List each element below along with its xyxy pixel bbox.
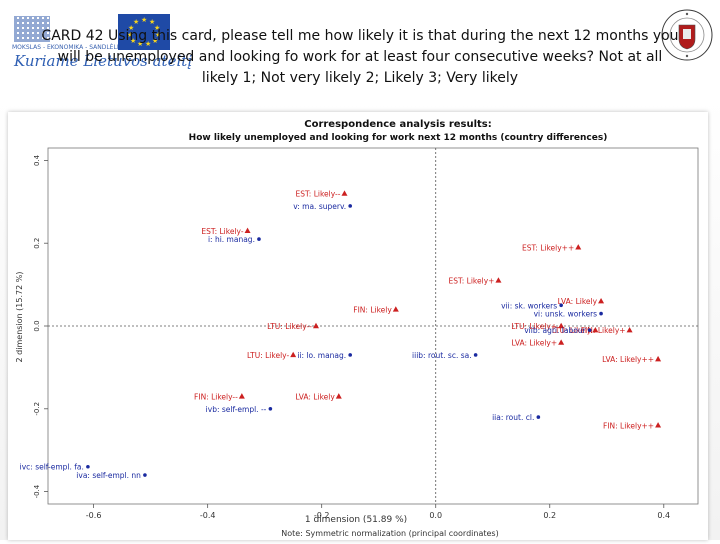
country-point-label: EST: Likely++: [522, 243, 574, 252]
country-point-label: FIN: Likely: [353, 305, 392, 314]
country-point-label: EST: Likely--: [296, 190, 341, 199]
category-point-label: v: ma. superv.: [293, 202, 346, 211]
correspondence-chart: Correspondence analysis results: How lik…: [15, 119, 699, 538]
project-logo: MOKSLAS - EKONOMIKA - SANDLĖLIS Kuriame …: [12, 14, 192, 76]
x-tick-label: 0.0: [429, 511, 442, 520]
y-tick-label: -0.4: [33, 484, 41, 498]
country-point: [575, 244, 582, 250]
axes-layer: -0.6 -0.4 -0.2 0.0 0.2 0.4 -0.4 -0.2 0.0 0.2 0.4: [33, 148, 698, 520]
country-point: [598, 297, 605, 304]
country-point: [312, 322, 319, 329]
country-point-label: LVA: Likely: [295, 392, 335, 401]
country-point: [626, 326, 633, 333]
category-point: [599, 311, 603, 316]
country-point: [290, 351, 297, 358]
country-point-label: LTU: Likely: [552, 326, 592, 335]
category-point: [587, 328, 592, 332]
chart-note: Note: Symmetric normalization (principal…: [281, 529, 498, 538]
category-point-label: vii: sk. workers: [501, 301, 557, 310]
x-tick-label: -0.4: [200, 511, 216, 520]
category-point-label: ii: lo. manag.: [297, 351, 346, 360]
country-point-label: LTU: Likely--: [267, 322, 312, 331]
country-point: [335, 393, 342, 399]
country-point: [495, 277, 502, 283]
category-point: [473, 353, 478, 357]
category-point: [257, 237, 261, 241]
country-point-label: FIN: Likely--: [194, 392, 238, 401]
category-point-label: vi: unsk. workers: [534, 310, 598, 319]
category-point-label: ivc: self-empl. fa.: [20, 463, 84, 472]
country-point-label: EST: Likely+: [449, 276, 495, 285]
chart-subtitle: How likely unemployed and looking for wo…: [189, 133, 608, 143]
country-point-label: FIN: Likely+: [581, 326, 626, 335]
category-point: [348, 353, 352, 357]
country-point: [558, 322, 565, 329]
country-point: [558, 339, 565, 345]
y-tick-label: 0.2: [33, 238, 41, 249]
x-tick-label: -0.6: [86, 511, 102, 520]
chart-title: Correspondence analysis results:: [304, 119, 492, 130]
category-point-label: iiib: rout. sc. sa.: [412, 351, 472, 360]
category-point: [143, 473, 147, 477]
country-point-label: LVA: Likely: [558, 297, 598, 306]
country-point: [392, 306, 399, 312]
country-point: [655, 355, 662, 362]
country-point-label: LVA: Likely+: [511, 339, 557, 348]
category-point: [559, 303, 563, 308]
category-point: [348, 204, 352, 208]
country-point-label: LVA: Likely++: [602, 355, 654, 364]
country-point: [655, 422, 662, 428]
country-point-label: LTU: Likely+: [511, 322, 557, 331]
y-axis-label: 2 dimension (15.72 %): [15, 272, 24, 363]
country-point-label: LTU: Likely-: [247, 351, 289, 360]
category-point-label: iva: self-empl. nn: [76, 471, 141, 480]
country-point-label: FIN: Likely++: [603, 421, 654, 430]
y-tick-label: 0.0: [33, 320, 41, 331]
x-axis-label: 1 dimension (51.89 %): [305, 515, 407, 525]
x-tick-label: 0.2: [543, 511, 556, 520]
y-tick-label: 0.4: [33, 154, 41, 166]
marks-layer: EST: Likely-- EST: Likely- EST: Likely++ ES…: [20, 190, 662, 480]
category-point-label: i: hi. manag.: [208, 235, 255, 244]
category-point-label: iia: rout. cl.: [492, 413, 534, 422]
university-seal-icon: [661, 9, 713, 61]
country-point: [592, 326, 599, 333]
x-tick-label: 0.4: [657, 511, 670, 520]
country-point: [238, 393, 245, 399]
project-logo-caption: MOKSLAS - EKONOMIKA - SANDLĖLIS: [12, 44, 123, 51]
category-point: [536, 415, 541, 419]
grid-logo-icon: [14, 16, 50, 42]
y-tick-label: -0.2: [33, 402, 41, 416]
category-point-label: ivb: self-empl. --: [206, 405, 267, 414]
x-tick-label: -0.2: [314, 511, 330, 520]
slide-title: CARD 42 Using this card, please tell me …: [41, 28, 679, 86]
country-point: [244, 227, 251, 233]
country-point-label: EST: Likely-: [201, 227, 244, 236]
category-point: [268, 406, 273, 411]
project-logo-slogan: Kuriame Lietuvos ateitį: [14, 52, 193, 70]
category-point: [86, 464, 90, 469]
country-point: [341, 190, 348, 196]
eu-flag-icon: ★ ★ ★ ★ ★ ★ ★ ★ ★ ★ ★: [118, 14, 170, 50]
chart-container: Correspondence analysis results: How lik…: [8, 112, 708, 540]
category-point-label: viib: agri. labour: [524, 326, 586, 335]
